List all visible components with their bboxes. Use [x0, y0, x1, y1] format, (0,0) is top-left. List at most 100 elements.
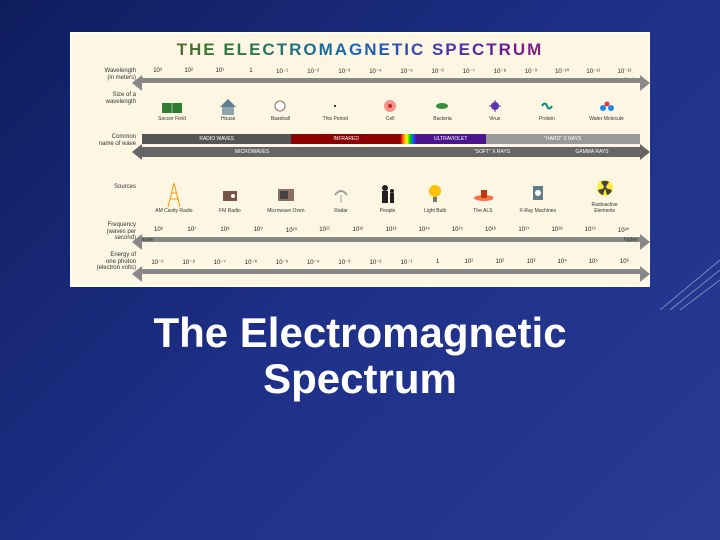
- tick: 10⁻¹²: [609, 68, 640, 75]
- icon-field: Soccer Field: [158, 96, 186, 122]
- icon-label: Water Molecule: [589, 116, 624, 122]
- band-radio-waves: RADIO WAVES: [142, 134, 291, 144]
- tick: 10¹: [204, 68, 235, 75]
- house-icon: [218, 96, 238, 116]
- tick: 10¹⁴: [408, 227, 441, 234]
- virus-icon: [485, 96, 505, 116]
- icon-label: X-Ray Machines: [519, 208, 556, 214]
- radioactive-icon: [595, 174, 615, 202]
- chart-title: THE ELECTROMAGNETIC SPECTRUM: [72, 34, 648, 63]
- sub-band-arrow: [142, 147, 640, 157]
- slide: THE ELECTROMAGNETIC SPECTRUM Wavelength(…: [0, 0, 720, 540]
- icon-bacteria: Bacteria: [432, 96, 452, 122]
- tick: 10⁴: [547, 259, 578, 266]
- tick: 10⁻⁹: [516, 68, 547, 75]
- tick: 10⁻⁶: [235, 259, 266, 266]
- tick: 10¹⁵: [441, 227, 474, 234]
- tick: 10⁻¹: [391, 259, 422, 266]
- icon-xray: X-Ray Machines: [519, 180, 556, 214]
- tick: 10⁹: [242, 227, 275, 234]
- spectrum-bands: RADIO WAVESINFRARED ULTRAVIOLET"HARD" X R…: [142, 134, 640, 144]
- bacteria-icon: [432, 96, 452, 116]
- tick: 10⁻¹¹: [578, 68, 609, 75]
- tick: 10⁻⁵: [391, 68, 422, 75]
- tick: 10⁻⁶: [422, 68, 453, 75]
- icon-ball: Baseball: [270, 96, 290, 122]
- spectrum-chart: THE ELECTROMAGNETIC SPECTRUM Wavelength(…: [70, 32, 650, 287]
- corner-accent: [660, 260, 720, 310]
- wavelength-label: Wavelength(in meters): [76, 68, 136, 81]
- icon-label: Radioactive Elements: [583, 202, 627, 214]
- tick: 10¹¹: [308, 227, 341, 234]
- sources-icons-row: AM Cavity RadioFM RadioMicrowave OvenRad…: [142, 164, 640, 214]
- band-infrared: INFRARED: [291, 134, 401, 144]
- tick: 10⁶: [142, 227, 175, 234]
- molecule-icon: [597, 96, 617, 116]
- tick: 10⁶: [609, 259, 640, 266]
- icon-molecule: Water Molecule: [589, 96, 624, 122]
- als-icon: [473, 180, 493, 208]
- tick: 10¹⁹: [574, 227, 607, 234]
- icon-radar: Radar: [331, 180, 351, 214]
- icon-label: FM Radio: [219, 208, 241, 214]
- icon-label: Bacteria: [433, 116, 451, 122]
- caption-line-1: The Electromagnetic: [153, 309, 566, 356]
- icon-radioactive: Radioactive Elements: [583, 174, 627, 214]
- energy-scale: 10⁻⁹10⁻⁸10⁻⁷10⁻⁶10⁻⁵10⁻⁴10⁻³10⁻²10⁻¹110¹…: [142, 259, 640, 266]
- icon-als: The ALS: [473, 180, 493, 214]
- icon-people: People: [378, 180, 398, 214]
- tick: 10³: [142, 68, 173, 75]
- band--hard-x-rays: "HARD" X RAYS: [486, 134, 640, 144]
- tick: 10⁻³: [329, 68, 360, 75]
- radar-icon: [331, 180, 351, 208]
- icon-cell: Cell: [380, 96, 400, 122]
- tick: 10¹⁸: [540, 227, 573, 234]
- icon-bulb: Light Bulb: [424, 180, 446, 214]
- icon-label: Virus: [489, 116, 500, 122]
- protein-icon: [537, 96, 557, 116]
- tick: 10⁻⁸: [173, 259, 204, 266]
- wavelength-arrow: [142, 78, 640, 83]
- tick: 10⁻¹: [267, 68, 298, 75]
- energy-arrow: [142, 269, 640, 274]
- tower-icon: [164, 180, 184, 208]
- band-ultraviolet: ULTRAVIOLET: [416, 134, 486, 144]
- icon-label: Radar: [334, 208, 348, 214]
- energy-label: Energy ofone photon(electron volts): [76, 252, 136, 272]
- icon-label: Light Bulb: [424, 208, 446, 214]
- tick: 10⁷: [175, 227, 208, 234]
- tick: 10¹³: [374, 227, 407, 234]
- icon-label: This Period: [323, 116, 348, 122]
- bulb-icon: [425, 180, 445, 208]
- frequency-right-cap: higher: [624, 237, 638, 243]
- tick: 10⁻¹⁰: [547, 68, 578, 75]
- icon-label: Baseball: [271, 116, 290, 122]
- frequency-label: Frequency(waves persecond): [76, 222, 136, 242]
- tick: 10¹²: [341, 227, 374, 234]
- icon-label: People: [380, 208, 396, 214]
- size-label: Size of awavelength: [76, 92, 136, 105]
- tick: 10¹⁰: [275, 227, 308, 234]
- icon-protein: Protein: [537, 96, 557, 122]
- tick: 10⁻⁵: [267, 259, 298, 266]
- caption-line-2: Spectrum: [263, 355, 457, 402]
- band-visible: [401, 134, 416, 144]
- tick: 10²: [173, 68, 204, 75]
- tick: 10³: [516, 259, 547, 266]
- tick: 1: [422, 259, 453, 266]
- radio-icon: [220, 180, 240, 208]
- tick: 10⁸: [208, 227, 241, 234]
- tick: 10⁻²: [360, 259, 391, 266]
- people-icon: [378, 180, 398, 208]
- icon-label: Cell: [386, 116, 395, 122]
- tick: 10¹⁷: [507, 227, 540, 234]
- size-icons-row: Soccer Field House Baseball This Period Cell…: [142, 86, 640, 122]
- tick: 10¹⁶: [474, 227, 507, 234]
- icon-label: House: [221, 116, 235, 122]
- xray-icon: [528, 180, 548, 208]
- slide-caption: The Electromagnetic Spectrum: [0, 310, 720, 402]
- icon-tower: AM Cavity Radio: [155, 180, 192, 214]
- cell-icon: [380, 96, 400, 116]
- field-icon: [162, 96, 182, 116]
- frequency-arrow: [142, 237, 640, 242]
